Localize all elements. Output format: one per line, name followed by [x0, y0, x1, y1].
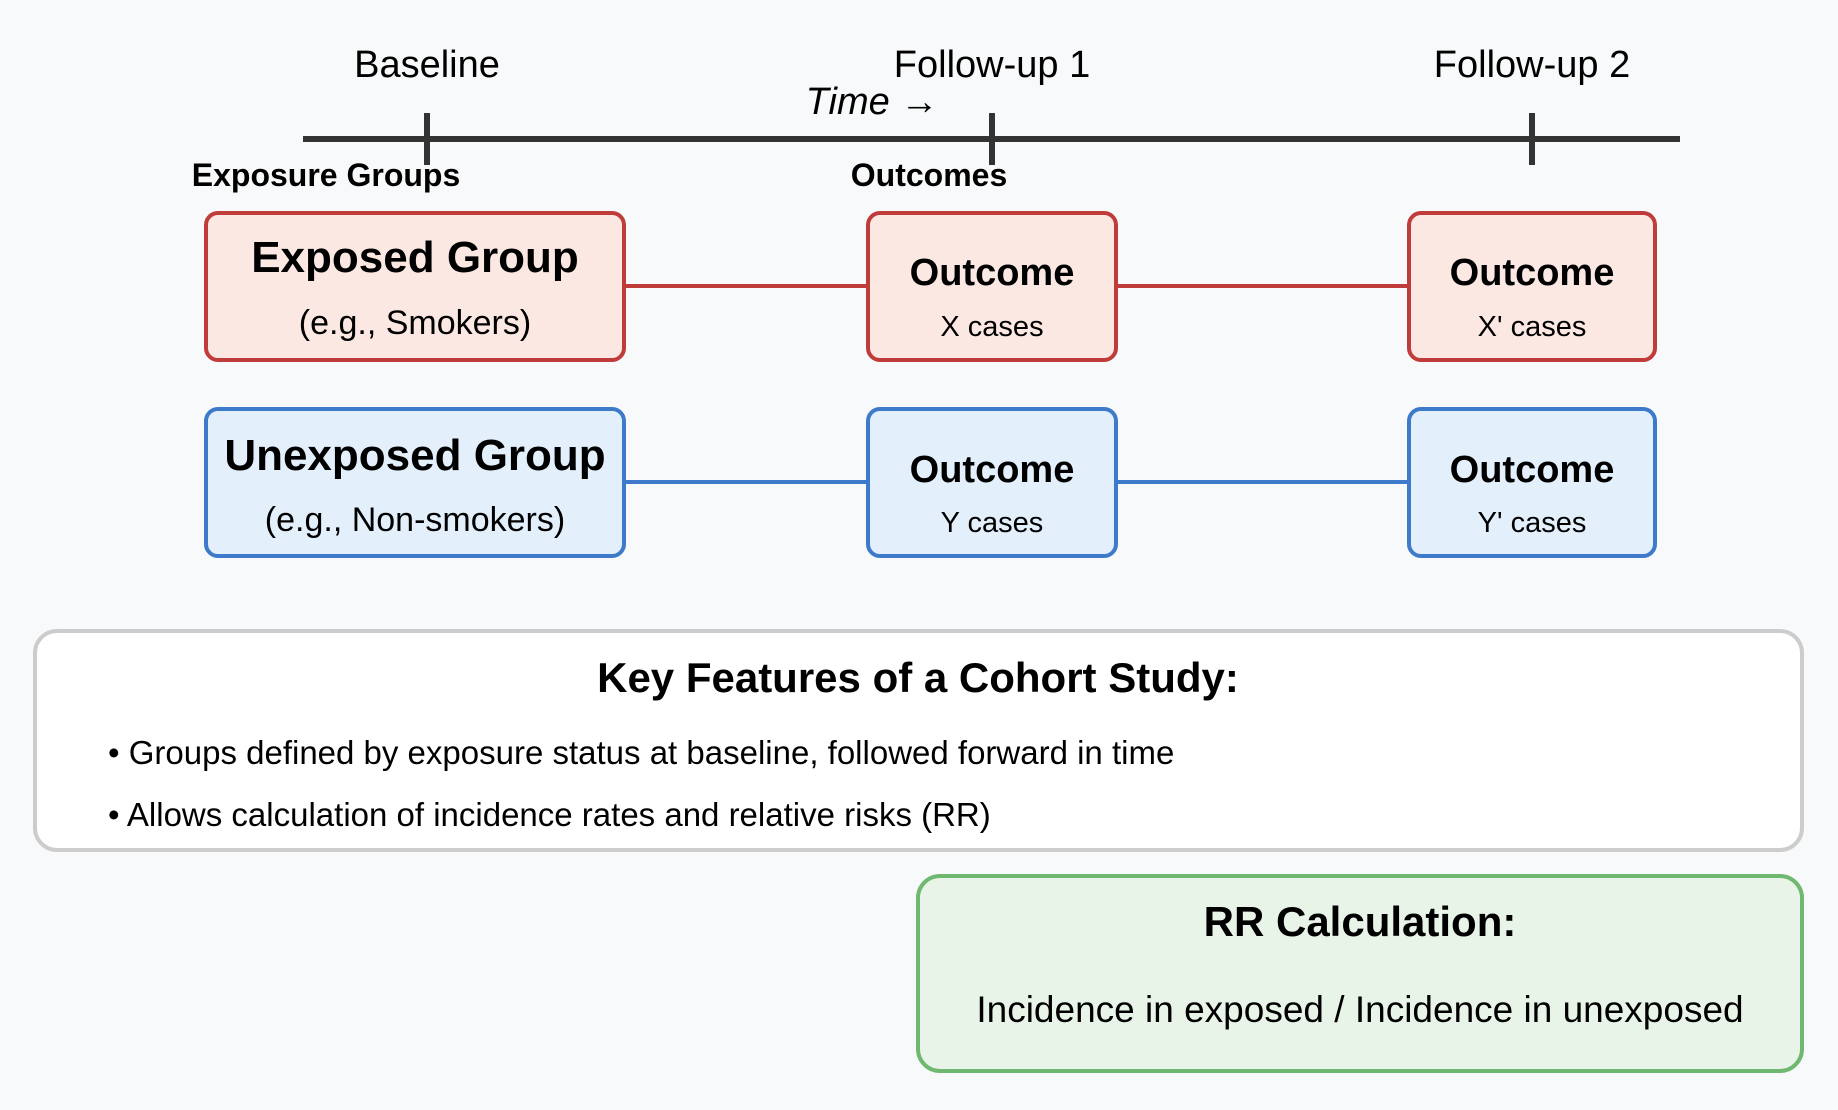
exposed-outcome-1-box: Outcome X cases — [866, 211, 1118, 362]
time-axis-label: Time → — [806, 81, 939, 123]
key-feature-item-2: • Allows calculation of incidence rates … — [108, 796, 991, 833]
exposed-outcome-2-box: Outcome X' cases — [1407, 211, 1657, 362]
exposed-group-example: (e.g., Smokers) — [299, 304, 531, 342]
milestone-followup2: Follow-up 2 — [1434, 44, 1630, 86]
unexposed-group-example: (e.g., Non-smokers) — [265, 501, 565, 539]
unexposed-outcome-1-box: Outcome Y cases — [866, 407, 1118, 558]
exposed-outcome-2-value: X' cases — [1478, 311, 1587, 343]
exposed-outcome-2-title: Outcome — [1450, 252, 1615, 294]
rr-calculation-formula: Incidence in exposed / Incidence in unex… — [976, 989, 1743, 1030]
exposed-outcome-1-value: X cases — [940, 311, 1043, 343]
rr-calculation-title: RR Calculation: — [1204, 898, 1517, 945]
unexposed-outcome-2-value: Y' cases — [1478, 507, 1587, 539]
outcomes-header: Outcomes — [851, 157, 1007, 193]
key-features-title: Key Features of a Cohort Study: — [597, 654, 1239, 701]
exposed-group-title: Exposed Group — [251, 233, 579, 282]
milestone-baseline: Baseline — [354, 44, 500, 86]
unexposed-group-box: Unexposed Group (e.g., Non-smokers) — [204, 407, 626, 558]
milestone-followup1: Follow-up 1 — [894, 44, 1090, 86]
exposure-groups-header: Exposure Groups — [192, 157, 461, 193]
unexposed-group-title: Unexposed Group — [224, 431, 605, 480]
key-features-box: Key Features of a Cohort Study: • Groups… — [33, 629, 1804, 852]
unexposed-outcome-1-title: Outcome — [910, 449, 1075, 491]
unexposed-outcome-2-title: Outcome — [1450, 449, 1615, 491]
unexposed-outcome-2-box: Outcome Y' cases — [1407, 407, 1657, 558]
exposed-outcome-1-title: Outcome — [910, 252, 1075, 294]
rr-calculation-box: RR Calculation: Incidence in exposed / I… — [916, 874, 1804, 1073]
key-feature-item-1: • Groups defined by exposure status at b… — [108, 734, 1174, 771]
exposed-group-box: Exposed Group (e.g., Smokers) — [204, 211, 626, 362]
timeline: Baseline Follow-up 1 Follow-up 2 Time → … — [192, 44, 1680, 193]
unexposed-outcome-1-value: Y cases — [941, 507, 1044, 539]
